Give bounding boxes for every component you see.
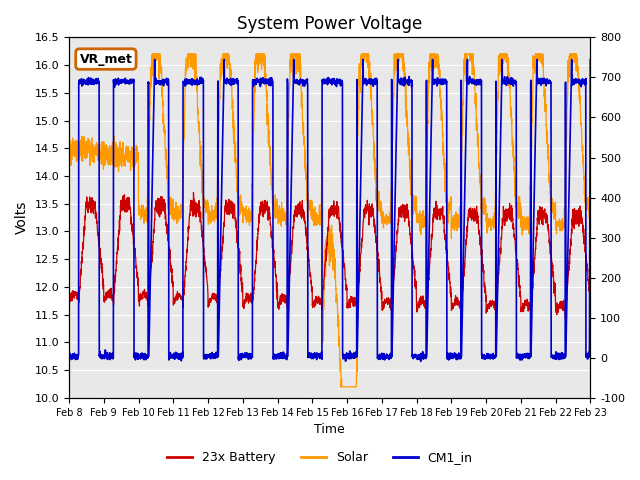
Y-axis label: Volts: Volts (15, 201, 29, 234)
Legend: 23x Battery, Solar, CM1_in: 23x Battery, Solar, CM1_in (163, 446, 477, 469)
Text: VR_met: VR_met (79, 53, 132, 66)
Title: System Power Voltage: System Power Voltage (237, 15, 422, 33)
X-axis label: Time: Time (314, 423, 345, 436)
